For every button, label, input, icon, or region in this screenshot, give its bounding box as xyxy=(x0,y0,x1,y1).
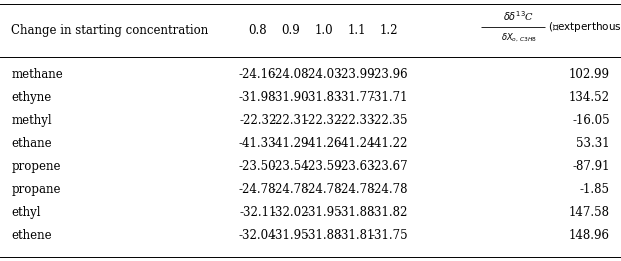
Text: Change in starting concentration: Change in starting concentration xyxy=(11,23,209,37)
Text: -31.90: -31.90 xyxy=(272,91,309,104)
Text: propane: propane xyxy=(11,183,61,196)
Text: ethene: ethene xyxy=(11,229,52,242)
Text: -24.16: -24.16 xyxy=(239,68,276,81)
Text: -31.77: -31.77 xyxy=(338,91,375,104)
Text: -22.32: -22.32 xyxy=(239,114,276,127)
Text: 0.9: 0.9 xyxy=(281,23,300,37)
Text: -24.03: -24.03 xyxy=(305,68,342,81)
Text: -31.83: -31.83 xyxy=(305,91,342,104)
Text: -24.78: -24.78 xyxy=(338,183,375,196)
Text: methane: methane xyxy=(11,68,63,81)
Text: -32.11: -32.11 xyxy=(239,206,276,219)
Text: -41.29: -41.29 xyxy=(272,137,309,150)
Text: -31.98: -31.98 xyxy=(239,91,276,104)
Text: -23.54: -23.54 xyxy=(272,160,309,173)
Text: -23.59: -23.59 xyxy=(305,160,342,173)
Text: $\delta X_{o,\,C3H8}$: $\delta X_{o,\,C3H8}$ xyxy=(501,32,537,44)
Text: -16.05: -16.05 xyxy=(572,114,610,127)
Text: -24.08: -24.08 xyxy=(272,68,309,81)
Text: 147.58: 147.58 xyxy=(569,206,610,219)
Text: -23.50: -23.50 xyxy=(239,160,276,173)
Text: -41.26: -41.26 xyxy=(305,137,342,150)
Text: 53.31: 53.31 xyxy=(576,137,610,150)
Text: ethyne: ethyne xyxy=(11,91,52,104)
Text: $(\text{\textperthousand})$: $(\text{\textperthousand})$ xyxy=(548,20,621,34)
Text: -31.71: -31.71 xyxy=(371,91,408,104)
Text: propene: propene xyxy=(11,160,61,173)
Text: -22.35: -22.35 xyxy=(371,114,408,127)
Text: -23.99: -23.99 xyxy=(338,68,375,81)
Text: $\delta\delta^{13}$C: $\delta\delta^{13}$C xyxy=(503,9,534,22)
Text: 134.52: 134.52 xyxy=(569,91,610,104)
Text: 0.8: 0.8 xyxy=(248,23,267,37)
Text: -31.88: -31.88 xyxy=(305,229,342,242)
Text: 1.2: 1.2 xyxy=(380,23,399,37)
Text: 1.1: 1.1 xyxy=(347,23,366,37)
Text: -22.31: -22.31 xyxy=(272,114,309,127)
Text: methyl: methyl xyxy=(11,114,52,127)
Text: -31.82: -31.82 xyxy=(371,206,408,219)
Text: -31.95: -31.95 xyxy=(305,206,342,219)
Text: -24.78: -24.78 xyxy=(239,183,276,196)
Text: -87.91: -87.91 xyxy=(573,160,610,173)
Text: -31.88: -31.88 xyxy=(338,206,375,219)
Text: -24.78: -24.78 xyxy=(371,183,408,196)
Text: 102.99: 102.99 xyxy=(569,68,610,81)
Text: -41.22: -41.22 xyxy=(371,137,408,150)
Text: -41.24: -41.24 xyxy=(338,137,375,150)
Text: -24.78: -24.78 xyxy=(272,183,309,196)
Text: -32.02: -32.02 xyxy=(272,206,309,219)
Text: 1.0: 1.0 xyxy=(314,23,333,37)
Text: -31.75: -31.75 xyxy=(371,229,408,242)
Text: -24.78: -24.78 xyxy=(305,183,342,196)
Text: -22.32: -22.32 xyxy=(305,114,342,127)
Text: -32.04: -32.04 xyxy=(239,229,276,242)
Text: ethane: ethane xyxy=(11,137,52,150)
Text: -23.96: -23.96 xyxy=(371,68,408,81)
Text: -22.33: -22.33 xyxy=(338,114,375,127)
Text: -23.67: -23.67 xyxy=(371,160,408,173)
Text: 148.96: 148.96 xyxy=(569,229,610,242)
Text: -31.81: -31.81 xyxy=(338,229,375,242)
Text: -41.33: -41.33 xyxy=(239,137,276,150)
Text: -31.95: -31.95 xyxy=(272,229,309,242)
Text: -23.63: -23.63 xyxy=(338,160,375,173)
Text: -1.85: -1.85 xyxy=(580,183,610,196)
Text: ethyl: ethyl xyxy=(11,206,41,219)
